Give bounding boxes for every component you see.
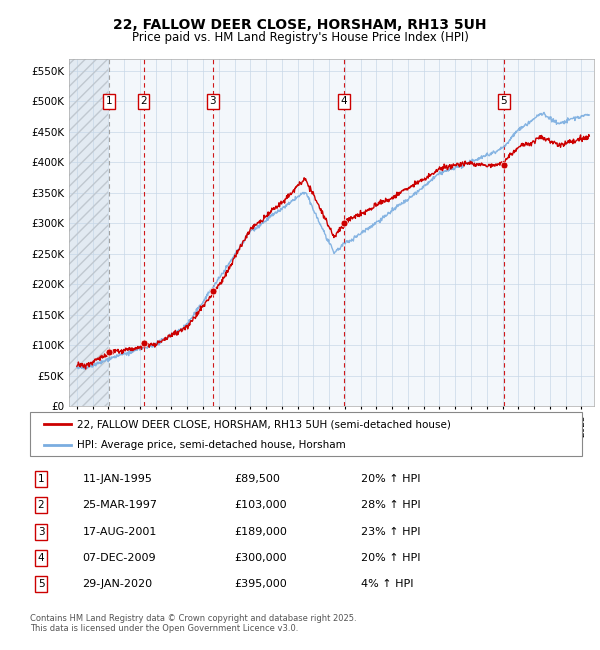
Text: £300,000: £300,000 xyxy=(234,553,287,563)
Text: £103,000: £103,000 xyxy=(234,500,287,510)
Text: 4% ↑ HPI: 4% ↑ HPI xyxy=(361,579,414,590)
FancyBboxPatch shape xyxy=(30,412,582,456)
Text: £395,000: £395,000 xyxy=(234,579,287,590)
Text: 2: 2 xyxy=(38,500,44,510)
Text: 1: 1 xyxy=(38,474,44,484)
Text: 20% ↑ HPI: 20% ↑ HPI xyxy=(361,474,421,484)
Text: 11-JAN-1995: 11-JAN-1995 xyxy=(82,474,152,484)
Text: 22, FALLOW DEER CLOSE, HORSHAM, RH13 5UH (semi-detached house): 22, FALLOW DEER CLOSE, HORSHAM, RH13 5UH… xyxy=(77,419,451,430)
Text: 23% ↑ HPI: 23% ↑ HPI xyxy=(361,526,421,537)
Text: 28% ↑ HPI: 28% ↑ HPI xyxy=(361,500,421,510)
Text: 22, FALLOW DEER CLOSE, HORSHAM, RH13 5UH: 22, FALLOW DEER CLOSE, HORSHAM, RH13 5UH xyxy=(113,18,487,32)
Text: 1: 1 xyxy=(106,96,112,106)
Text: HPI: Average price, semi-detached house, Horsham: HPI: Average price, semi-detached house,… xyxy=(77,440,346,450)
Text: Contains HM Land Registry data © Crown copyright and database right 2025.: Contains HM Land Registry data © Crown c… xyxy=(30,614,356,623)
Text: Price paid vs. HM Land Registry's House Price Index (HPI): Price paid vs. HM Land Registry's House … xyxy=(131,31,469,44)
Text: £189,000: £189,000 xyxy=(234,526,287,537)
Text: 5: 5 xyxy=(500,96,507,106)
Text: 17-AUG-2001: 17-AUG-2001 xyxy=(82,526,157,537)
Text: 2: 2 xyxy=(140,96,147,106)
Text: 3: 3 xyxy=(209,96,216,106)
Text: 25-MAR-1997: 25-MAR-1997 xyxy=(82,500,157,510)
Text: This data is licensed under the Open Government Licence v3.0.: This data is licensed under the Open Gov… xyxy=(30,624,298,633)
Text: 29-JAN-2020: 29-JAN-2020 xyxy=(82,579,152,590)
Text: 3: 3 xyxy=(38,526,44,537)
Text: 4: 4 xyxy=(340,96,347,106)
Text: 5: 5 xyxy=(38,579,44,590)
Text: 4: 4 xyxy=(38,553,44,563)
Text: 20% ↑ HPI: 20% ↑ HPI xyxy=(361,553,421,563)
Text: 07-DEC-2009: 07-DEC-2009 xyxy=(82,553,156,563)
Text: £89,500: £89,500 xyxy=(234,474,280,484)
